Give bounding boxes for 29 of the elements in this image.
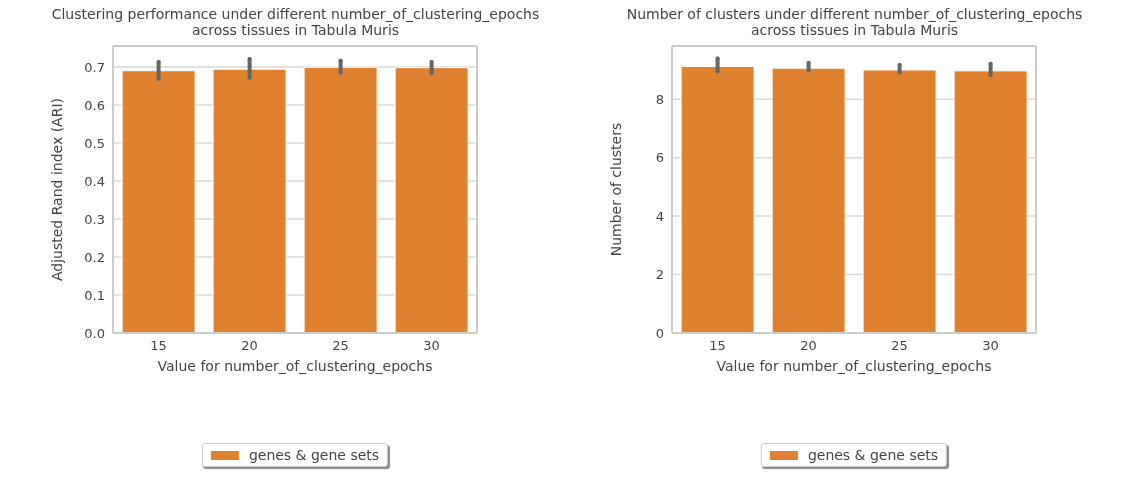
- y-tick-label: 0.3: [84, 211, 105, 227]
- y-tick-label: 0.4: [84, 173, 105, 189]
- y-tick-label: 0.7: [84, 59, 105, 75]
- x-tick-label: 15: [709, 338, 726, 354]
- x-tick-label: 30: [423, 338, 440, 354]
- y-tick-label: 0.6: [84, 97, 105, 113]
- y-tick-label: 8: [655, 91, 664, 107]
- y-tick-label: 0.1: [84, 287, 105, 303]
- text: genes & gene sets: [248, 447, 380, 463]
- y-tick-label: 0.0: [84, 325, 105, 341]
- y-axis-title: Adjusted Rand index (ARI): [48, 97, 65, 282]
- x-tick-label: 20: [241, 338, 258, 354]
- y-tick-label: 4: [655, 208, 664, 224]
- y-axis-title: Number of clusters: [607, 122, 624, 257]
- x-axis-title: Value for number_of_clustering_epochs: [157, 358, 433, 374]
- y-tick-label: 2: [655, 267, 664, 283]
- x-tick-label: 25: [891, 338, 908, 354]
- x-axis-title: Value for number_of_clustering_epochs: [716, 358, 992, 374]
- y-tick-label: 6: [655, 150, 664, 166]
- x-tick-label: 25: [332, 338, 349, 354]
- text: genes & gene sets: [807, 447, 939, 463]
- chart-title: Clustering performance under different number_of_clustering_epochs across tissues in Tabula Muris: [50, 6, 541, 38]
- x-tick-label: 20: [800, 338, 817, 354]
- x-tick-label: 15: [150, 338, 167, 354]
- chart-title: Number of clusters under different number_of_clustering_epochs across tissues in Tabula Muris: [625, 6, 1084, 38]
- y-tick-label: 0.5: [84, 135, 105, 151]
- x-tick-label: 30: [982, 338, 999, 354]
- y-tick-label: 0: [655, 325, 664, 341]
- y-tick-label: 0.2: [84, 249, 105, 265]
